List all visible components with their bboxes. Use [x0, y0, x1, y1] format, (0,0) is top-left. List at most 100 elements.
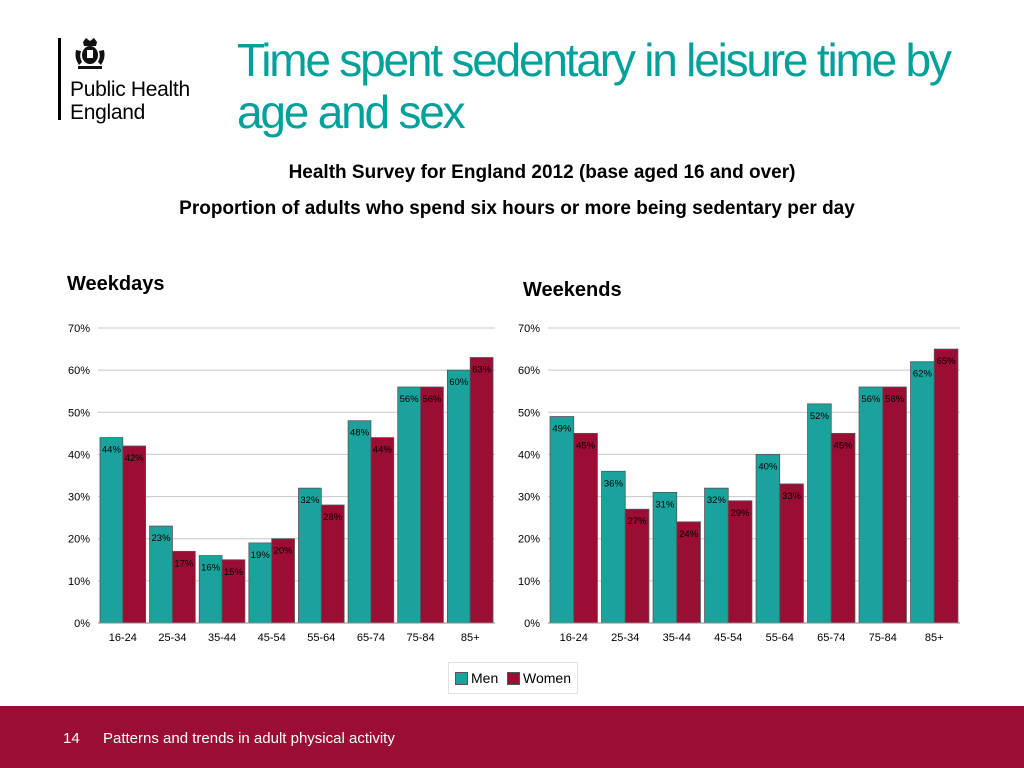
- footer-bar: 14 Patterns and trends in adult physical…: [0, 706, 1024, 768]
- bar-women: [122, 445, 147, 624]
- bar-men: [704, 487, 729, 624]
- x-tick-label: 25-34: [611, 632, 639, 644]
- y-tick-label: 70%: [518, 323, 540, 335]
- weekdays-chart-title: Weekdays: [67, 273, 165, 295]
- data-label: 32%: [707, 495, 727, 506]
- bar-men: [858, 386, 884, 624]
- data-label: 36%: [604, 478, 624, 489]
- data-label: 32%: [300, 495, 320, 506]
- x-tick-label: 65-74: [817, 632, 845, 644]
- bar-women: [573, 432, 598, 624]
- data-label: 45%: [576, 440, 596, 451]
- data-label: 28%: [323, 512, 343, 523]
- x-tick-label: 35-44: [663, 632, 691, 644]
- data-label: 16%: [201, 563, 221, 574]
- bar-women: [882, 386, 907, 624]
- royal-crest-icon: [75, 38, 105, 69]
- y-tick-label: 10%: [68, 576, 90, 588]
- y-tick-label: 50%: [68, 407, 90, 419]
- data-label: 65%: [937, 356, 957, 367]
- subtitle-measure: Proportion of adults who spend six hours…: [179, 198, 855, 219]
- data-label: 56%: [422, 394, 442, 405]
- bar-women: [469, 357, 494, 624]
- y-tick-label: 20%: [518, 534, 540, 546]
- bar-men: [397, 386, 421, 624]
- bar-women: [420, 386, 444, 624]
- data-label: 49%: [552, 424, 572, 435]
- bar-women: [727, 500, 753, 624]
- y-tick-label: 10%: [518, 576, 540, 588]
- x-tick-label: 65-74: [357, 632, 385, 644]
- data-label: 15%: [224, 567, 244, 578]
- x-tick-label: 35-44: [208, 632, 236, 644]
- org-name: Public Health England: [70, 78, 190, 124]
- y-tick-label: 40%: [518, 449, 540, 461]
- legend-label-men: Men: [471, 670, 499, 686]
- y-tick-label: 60%: [68, 365, 90, 377]
- y-tick-label: 40%: [68, 449, 90, 461]
- x-tick-label: 55-64: [307, 632, 335, 644]
- data-label: 17%: [174, 558, 194, 569]
- y-tick-label: 20%: [68, 534, 90, 546]
- data-label: 63%: [472, 365, 492, 376]
- bar-men: [755, 454, 781, 624]
- bar-men: [347, 420, 372, 624]
- data-label: 24%: [679, 529, 699, 540]
- data-label: 56%: [400, 394, 420, 405]
- logo-rule: [58, 38, 61, 120]
- data-label: 29%: [731, 508, 751, 519]
- x-tick-label: 55-64: [766, 632, 794, 644]
- data-label: 19%: [251, 550, 271, 561]
- x-tick-label: 25-34: [158, 632, 186, 644]
- x-tick-label: 75-84: [869, 632, 897, 644]
- data-label: 33%: [782, 491, 802, 502]
- y-tick-label: 0%: [74, 618, 90, 630]
- y-tick-label: 30%: [68, 492, 90, 504]
- bar-women: [370, 437, 395, 624]
- weekdays-bar-chart: 0%10%20%30%40%50%60%70%44%42%16-2423%17%…: [68, 323, 495, 644]
- data-label: 23%: [152, 533, 172, 544]
- bar-men: [652, 491, 678, 624]
- bar-women: [779, 483, 804, 624]
- legend: Men Women: [448, 662, 578, 694]
- legend-item-men: Men: [455, 670, 498, 686]
- y-tick-label: 30%: [518, 492, 540, 504]
- data-label: 45%: [834, 440, 854, 451]
- legend-swatch-women: [507, 671, 520, 685]
- bar-women: [933, 348, 959, 624]
- y-tick-label: 70%: [68, 323, 90, 335]
- data-label: 31%: [655, 499, 675, 510]
- y-tick-label: 60%: [518, 365, 540, 377]
- subtitle-survey: Health Survey for England 2012 (base age…: [288, 162, 796, 183]
- x-tick-label: 16-24: [109, 632, 137, 644]
- page-number: 14: [63, 730, 80, 747]
- x-tick-label: 75-84: [406, 632, 434, 644]
- weekends-bar-chart: 0% 10% 20% 30% 40% 50% 60% 70% 49% 45% 16-24 36% 27%…: [518, 323, 960, 644]
- data-label: 52%: [810, 411, 830, 422]
- data-label: 60%: [449, 377, 469, 388]
- slide-title: Time spent sedentary in leisure time by …: [237, 34, 952, 138]
- bar-men: [807, 403, 832, 624]
- x-tick-label: 16-24: [560, 632, 588, 644]
- weekends-chart-title: Weekends: [523, 279, 622, 301]
- bar-women: [830, 432, 856, 624]
- data-label: 56%: [861, 394, 881, 405]
- data-label: 62%: [913, 369, 933, 380]
- legend-item-women: Women: [507, 670, 571, 686]
- data-label: 40%: [758, 461, 778, 472]
- bar-men: [910, 361, 935, 624]
- x-tick-label: 85+: [925, 632, 944, 644]
- phe-logo: Public Health England: [58, 36, 218, 126]
- footer-text: Patterns and trends in adult physical ac…: [103, 730, 395, 747]
- legend-label-women: Women: [523, 670, 571, 686]
- legend-swatch-men: [455, 671, 468, 685]
- bar-men: [601, 470, 626, 624]
- data-label: 56%: [885, 394, 905, 405]
- bar-men: [298, 487, 322, 624]
- bar-men: [549, 416, 575, 624]
- bar-men: [446, 369, 471, 624]
- x-tick-label: 45-54: [258, 632, 286, 644]
- data-label: 20%: [274, 546, 294, 557]
- data-label: 27%: [628, 516, 648, 527]
- y-tick-label: 0%: [524, 618, 540, 630]
